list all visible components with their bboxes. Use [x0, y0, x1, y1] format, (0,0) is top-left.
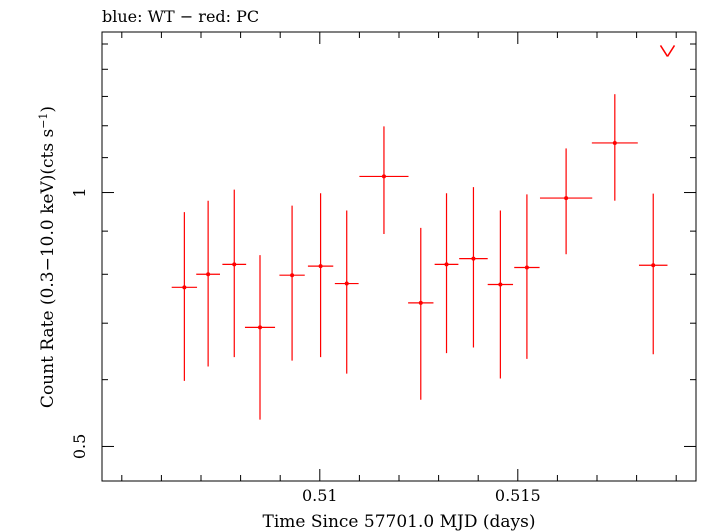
point-marker [471, 256, 476, 261]
data-point [171, 212, 198, 381]
arrow-head-left [659, 45, 669, 57]
point-marker [344, 281, 349, 286]
data-point [279, 205, 305, 361]
point-marker [612, 140, 617, 145]
point-marker [258, 325, 263, 330]
point-marker [498, 282, 503, 287]
data-layer [171, 45, 676, 420]
y-axis-label: Count Rate (0.3−10.0 keV)(cts s−1) [37, 106, 58, 408]
point-marker [418, 300, 423, 305]
point-marker [524, 265, 529, 270]
point-marker [206, 272, 211, 277]
upper-limit-arrow [659, 45, 676, 57]
data-point [434, 193, 459, 354]
data-point [408, 227, 434, 400]
point-marker [318, 264, 323, 269]
chart-title: blue: WT − red: PC [102, 7, 259, 26]
x-axis-label: Time Since 57701.0 MJD (days) [263, 512, 536, 532]
data-point [591, 94, 638, 201]
point-marker [564, 196, 569, 201]
data-point [514, 194, 540, 359]
y-tick-label: 0.5 [70, 434, 89, 459]
point-marker [232, 262, 237, 267]
point-marker [290, 273, 295, 278]
data-point [222, 189, 247, 358]
data-point [334, 210, 359, 374]
data-point [459, 187, 488, 348]
y-tick-label: 1 [70, 187, 89, 197]
data-point [196, 200, 221, 367]
data-point [539, 148, 593, 255]
x-tick-label: 0.51 [302, 486, 338, 505]
data-point [359, 126, 409, 234]
point-marker [651, 263, 656, 268]
arrow-head-right [666, 45, 676, 57]
plot-frame [101, 31, 697, 482]
x-tick-label: 0.515 [495, 486, 541, 505]
data-point [307, 193, 334, 358]
data-point [244, 255, 276, 420]
point-marker [182, 285, 187, 290]
data-point [638, 193, 668, 355]
point-marker [444, 262, 449, 267]
point-marker [381, 174, 386, 179]
data-point [487, 210, 514, 379]
